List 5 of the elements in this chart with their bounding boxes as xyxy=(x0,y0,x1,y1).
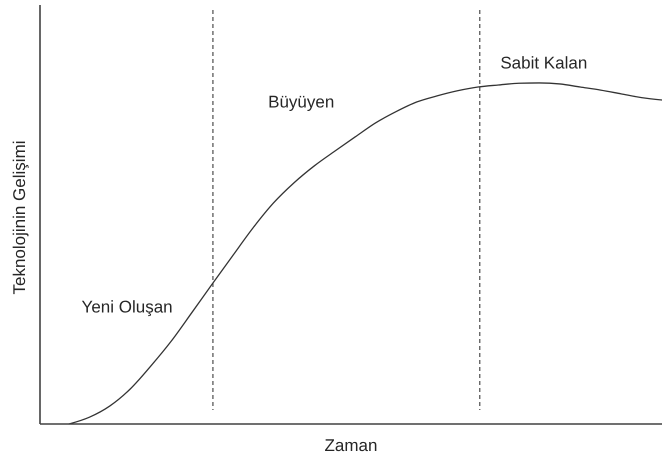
x-axis-title: Zaman xyxy=(324,436,378,455)
y-axis-title: Teknolojinin Gelişimi xyxy=(10,140,29,295)
text: Sabit Kalan xyxy=(500,53,588,72)
annotation: Büyüyen xyxy=(268,92,334,112)
annotation: Yeni Oluşan xyxy=(82,298,173,317)
